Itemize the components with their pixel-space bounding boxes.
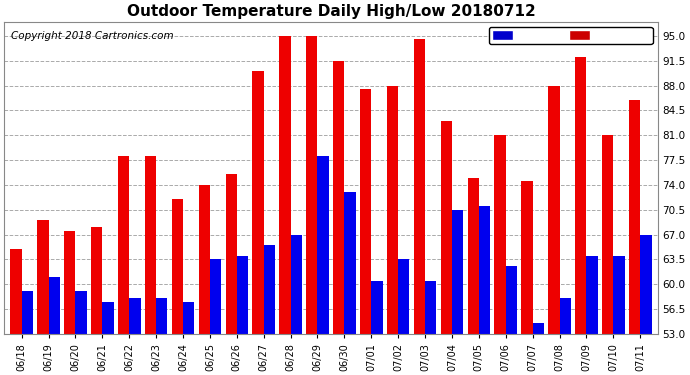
Bar xyxy=(183,302,195,334)
Bar xyxy=(145,156,156,334)
Bar xyxy=(425,280,436,334)
Bar xyxy=(387,86,398,334)
Bar xyxy=(37,220,48,334)
Bar xyxy=(575,57,586,334)
Bar xyxy=(640,234,651,334)
Bar xyxy=(264,245,275,334)
Bar xyxy=(21,291,33,334)
Legend: Low  (°F), High  (°F): Low (°F), High (°F) xyxy=(489,27,653,44)
Bar xyxy=(533,323,544,334)
Bar xyxy=(452,210,463,334)
Text: Copyright 2018 Cartronics.com: Copyright 2018 Cartronics.com xyxy=(11,31,173,41)
Bar xyxy=(522,181,533,334)
Bar xyxy=(64,231,75,334)
Bar xyxy=(290,234,302,334)
Bar xyxy=(10,249,21,334)
Bar xyxy=(48,277,60,334)
Bar xyxy=(360,89,371,334)
Bar xyxy=(306,36,317,334)
Title: Outdoor Temperature Daily High/Low 20180712: Outdoor Temperature Daily High/Low 20180… xyxy=(126,4,535,19)
Bar xyxy=(333,61,344,334)
Bar xyxy=(91,227,102,334)
Bar xyxy=(172,199,183,334)
Bar xyxy=(75,291,87,334)
Bar xyxy=(468,178,479,334)
Bar xyxy=(102,302,114,334)
Bar xyxy=(253,71,264,334)
Bar xyxy=(441,121,452,334)
Bar xyxy=(371,280,382,334)
Bar xyxy=(129,298,141,334)
Bar xyxy=(549,86,560,334)
Bar xyxy=(479,206,490,334)
Bar xyxy=(506,266,517,334)
Bar xyxy=(586,256,598,334)
Bar xyxy=(344,192,355,334)
Bar xyxy=(414,39,425,334)
Bar xyxy=(156,298,168,334)
Bar xyxy=(226,174,237,334)
Bar xyxy=(495,135,506,334)
Bar xyxy=(237,256,248,334)
Bar xyxy=(560,298,571,334)
Bar xyxy=(118,156,129,334)
Bar xyxy=(398,260,409,334)
Bar xyxy=(210,260,221,334)
Bar xyxy=(613,256,624,334)
Bar xyxy=(317,156,329,334)
Bar xyxy=(602,135,613,334)
Bar xyxy=(199,185,210,334)
Bar xyxy=(629,100,640,334)
Bar xyxy=(279,36,290,334)
